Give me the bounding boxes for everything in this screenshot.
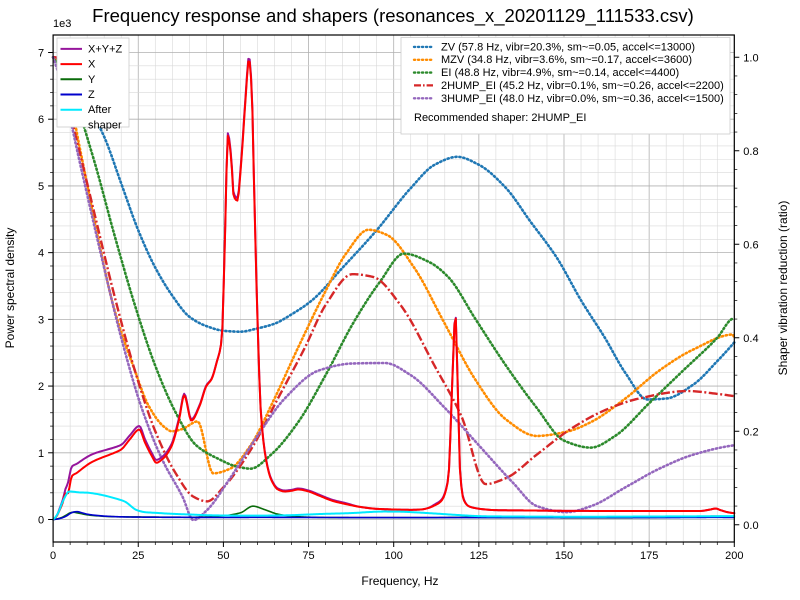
svg-text:125: 125 (470, 550, 488, 562)
svg-text:Z: Z (88, 89, 95, 101)
svg-text:3: 3 (38, 314, 44, 326)
svg-text:0: 0 (50, 550, 56, 562)
svg-text:25: 25 (132, 550, 144, 562)
svg-text:150: 150 (555, 550, 573, 562)
svg-text:X+Y+Z: X+Y+Z (88, 43, 123, 55)
svg-text:EI (48.8 Hz, vibr=4.9%, sm~=0.: EI (48.8 Hz, vibr=4.9%, sm~=0.14, accel<… (441, 67, 679, 79)
svg-text:100: 100 (385, 550, 403, 562)
svg-text:1.0: 1.0 (743, 52, 758, 64)
svg-text:Shaper vibration reduction (ra: Shaper vibration reduction (ratio) (776, 201, 790, 376)
svg-text:200: 200 (725, 550, 743, 562)
svg-text:2HUMP_EI (45.2 Hz, vibr=0.1%,: 2HUMP_EI (45.2 Hz, vibr=0.1%, sm~=0.26, … (441, 80, 724, 92)
svg-text:Frequency response and shapers: Frequency response and shapers (resonanc… (92, 5, 694, 27)
svg-text:MZV (34.8 Hz, vibr=3.6%, sm~=0: MZV (34.8 Hz, vibr=3.6%, sm~=0.17, accel… (441, 54, 692, 66)
svg-text:ZV (57.8 Hz, vibr=20.3%, sm~=0: ZV (57.8 Hz, vibr=20.3%, sm~=0.05, accel… (441, 41, 695, 53)
svg-text:0.4: 0.4 (743, 333, 758, 345)
svg-text:1: 1 (38, 448, 44, 460)
svg-text:50: 50 (217, 550, 229, 562)
svg-text:shaper: shaper (88, 119, 122, 131)
svg-text:2: 2 (38, 381, 44, 393)
svg-text:Y: Y (88, 74, 96, 86)
svg-text:0: 0 (38, 515, 44, 527)
svg-text:After: After (88, 104, 112, 116)
svg-text:Recommended shaper: 2HUMP_EI: Recommended shaper: 2HUMP_EI (414, 112, 586, 124)
svg-text:5: 5 (38, 181, 44, 193)
svg-text:Frequency, Hz: Frequency, Hz (361, 574, 438, 588)
svg-text:Power spectral density: Power spectral density (3, 228, 17, 349)
svg-text:0.2: 0.2 (743, 426, 758, 438)
svg-text:4: 4 (38, 248, 44, 260)
svg-text:6: 6 (38, 114, 44, 126)
svg-text:0.0: 0.0 (743, 520, 758, 532)
svg-text:7: 7 (38, 48, 44, 60)
svg-text:0.8: 0.8 (743, 146, 758, 158)
svg-text:175: 175 (640, 550, 658, 562)
svg-text:X: X (88, 59, 96, 71)
svg-text:3HUMP_EI (48.0 Hz, vibr=0.0%,: 3HUMP_EI (48.0 Hz, vibr=0.0%, sm~=0.36, … (441, 93, 724, 105)
svg-text:1e3: 1e3 (53, 18, 71, 30)
svg-text:75: 75 (302, 550, 314, 562)
svg-text:0.6: 0.6 (743, 239, 758, 251)
